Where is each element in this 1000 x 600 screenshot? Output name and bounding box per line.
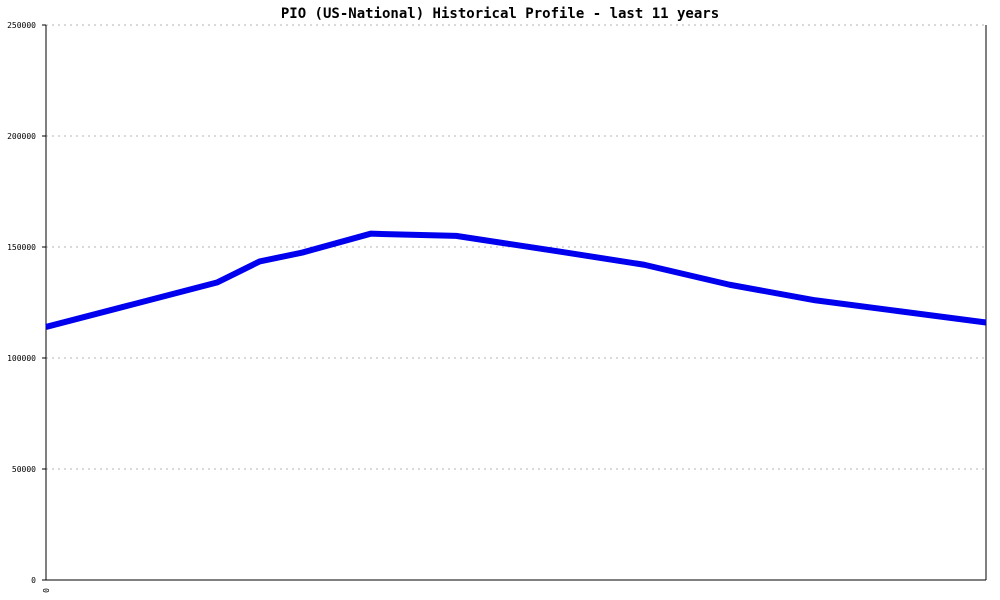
series-line xyxy=(45,230,987,330)
y-tick-label: 200000 xyxy=(7,132,36,141)
y-tick-label: 150000 xyxy=(7,243,36,252)
y-tick-label: 0 xyxy=(31,576,36,585)
series-layer xyxy=(45,230,987,330)
x-axis-ticks: 0 xyxy=(42,588,51,593)
y-tick-label: 250000 xyxy=(7,21,36,30)
y-tick-label: 100000 xyxy=(7,354,36,363)
chart-title: PIO (US-National) Historical Profile - l… xyxy=(281,6,719,22)
y-tick-label: 50000 xyxy=(12,465,36,474)
x-tick-label: 0 xyxy=(42,588,51,593)
y-axis-ticks: 0 50000 100000 150000 200000 250000 xyxy=(7,21,46,585)
